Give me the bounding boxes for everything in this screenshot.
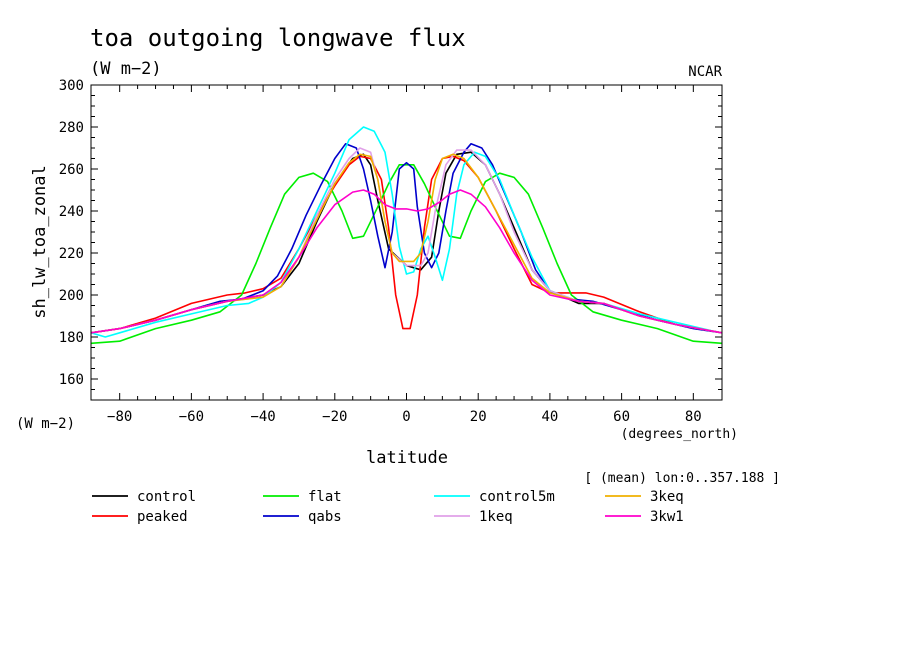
series-line-3keq <box>91 153 722 334</box>
y-tick-label: 220 <box>59 246 84 262</box>
subset-note: [ (mean) lon:0..357.188 ] <box>584 471 780 486</box>
legend-label: control <box>137 489 196 505</box>
plot-frame <box>90 84 723 401</box>
series-line-flat <box>91 164 722 345</box>
x-tick-label: −80 <box>107 409 132 425</box>
y-axis-units: (W m−2) <box>16 416 75 432</box>
x-tick-label: 40 <box>541 409 558 425</box>
legend-item-flat: flat <box>263 489 342 505</box>
legend-item-3keq: 3keq <box>605 489 684 505</box>
y-axis-label: sh_lw_toa_zonal <box>30 165 50 319</box>
series-line-control5m <box>91 126 722 338</box>
y-tick-label: 160 <box>59 372 84 388</box>
legend-label: control5m <box>479 489 555 505</box>
series-line-qabs <box>91 143 722 334</box>
y-tick-label: 260 <box>59 162 84 178</box>
y-tick-label: 240 <box>59 204 84 220</box>
legend-item-peaked: peaked <box>92 509 188 525</box>
y-tick-label: 280 <box>59 120 84 136</box>
x-tick-label: 60 <box>613 409 630 425</box>
legend-item-3kw1: 3kw1 <box>605 509 684 525</box>
series-line-peaked <box>91 155 722 334</box>
legend-label: 3keq <box>650 489 684 505</box>
institution-label: NCAR <box>688 64 722 80</box>
legend-item-qabs: qabs <box>263 509 342 525</box>
legend-item-control5m: control5m <box>434 489 555 505</box>
x-tick-label: 20 <box>470 409 487 425</box>
legend-label: peaked <box>137 509 188 525</box>
legend-label: 1keq <box>479 509 513 525</box>
legend-item-control: control <box>92 489 196 505</box>
x-axis: −80 −60 −40 −20 0 20 40 60 80 <box>107 85 702 425</box>
y-axis: 160 180 200 220 240 260 280 300 <box>59 78 722 401</box>
y-tick-label: 200 <box>59 288 84 304</box>
legend-label: 3kw1 <box>650 509 684 525</box>
series-line-3kw1 <box>91 189 722 334</box>
legend-label: qabs <box>308 509 342 525</box>
x-tick-label: −40 <box>250 409 275 425</box>
chart-title: toa outgoing longwave flux <box>90 24 466 52</box>
legend-item-1keq: 1keq <box>434 509 513 525</box>
plot-area <box>90 84 723 401</box>
y-tick-label: 300 <box>59 78 84 94</box>
chart-units: (W m−2) <box>90 59 162 79</box>
x-tick-label: 80 <box>685 409 702 425</box>
x-tick-label: 0 <box>402 409 410 425</box>
x-tick-label: −60 <box>179 409 204 425</box>
legend-label: flat <box>308 489 342 505</box>
legend: control peaked flat qabs control5m 1keq 3keq 3k… <box>92 489 684 525</box>
y-tick-label: 180 <box>59 330 84 346</box>
x-axis-units: (degrees_north) <box>621 427 738 442</box>
series-lines <box>91 126 722 345</box>
x-axis-label: latitude <box>366 448 448 468</box>
x-tick-label: −20 <box>322 409 347 425</box>
